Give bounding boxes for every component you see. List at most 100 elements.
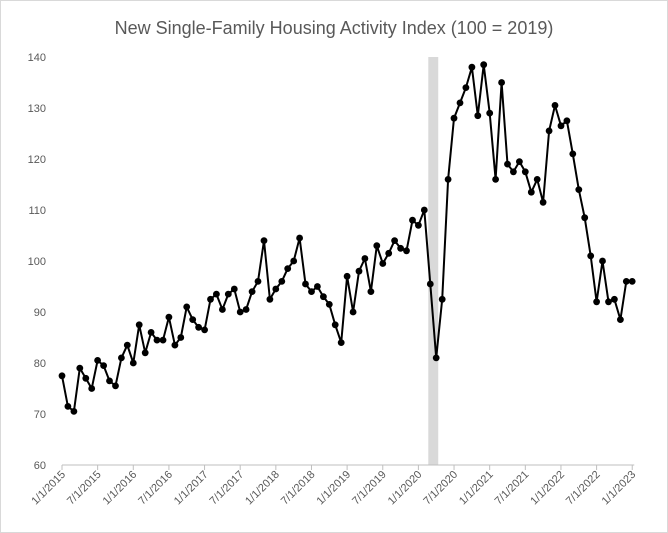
- data-point: [195, 323, 203, 331]
- data-point: [403, 247, 410, 255]
- data-point: [266, 295, 274, 303]
- data-point: [296, 234, 303, 242]
- data-point: [284, 265, 292, 272]
- x-tick-label: 1/1/2023: [600, 469, 639, 508]
- x-tick-label: 1/1/2019: [314, 469, 353, 508]
- x-tick-label: 7/1/2020: [421, 469, 460, 508]
- y-tick-label: 110: [28, 205, 46, 217]
- data-point: [533, 176, 541, 183]
- data-point: [551, 102, 559, 109]
- data-point: [290, 257, 298, 265]
- data-point: [314, 283, 321, 290]
- data-point: [224, 290, 232, 298]
- data-point: [486, 109, 494, 117]
- data-point: [456, 99, 464, 107]
- data-point: [563, 117, 571, 125]
- data-point: [409, 216, 416, 224]
- data-point: [605, 298, 612, 306]
- data-point: [177, 334, 185, 341]
- data-point: [308, 288, 315, 295]
- data-point: [622, 278, 630, 285]
- data-point: [254, 278, 262, 285]
- data-point: [242, 306, 250, 313]
- data-point: [320, 293, 327, 301]
- y-tick-label: 90: [34, 307, 46, 319]
- data-point: [611, 295, 618, 303]
- data-point: [147, 329, 155, 336]
- data-point: [474, 112, 482, 120]
- x-tick-label: 1/1/2021: [457, 469, 496, 508]
- data-point: [450, 114, 458, 122]
- data-point: [70, 408, 78, 415]
- x-tick-label: 7/1/2022: [564, 469, 603, 508]
- data-point: [94, 357, 101, 364]
- data-point: [492, 176, 499, 183]
- data-point: [438, 295, 446, 303]
- data-point: [272, 285, 280, 293]
- y-tick-label: 120: [28, 154, 46, 166]
- data-point: [385, 249, 393, 257]
- data-point: [361, 255, 369, 262]
- data-point: [628, 278, 636, 285]
- x-tick-label: 7/1/2018: [279, 469, 318, 508]
- chart-title: New Single-Family Housing Activity Index…: [114, 18, 554, 38]
- data-point: [587, 252, 595, 260]
- data-point: [112, 382, 119, 390]
- data-point: [575, 186, 583, 194]
- data-point: [189, 316, 197, 323]
- data-point: [426, 280, 434, 288]
- data-point: [219, 306, 226, 313]
- data-point: [498, 79, 505, 86]
- x-tick-label: 7/1/2015: [65, 469, 104, 508]
- data-point: [213, 290, 220, 298]
- data-point: [302, 280, 309, 288]
- data-point: [510, 168, 517, 176]
- data-point: [545, 127, 553, 135]
- data-point: [129, 359, 137, 367]
- data-point: [539, 198, 547, 206]
- data-point: [521, 168, 529, 176]
- x-tick-label: 1/1/2022: [528, 469, 567, 508]
- data-point: [480, 61, 488, 69]
- data-point: [397, 244, 404, 252]
- data-point: [118, 354, 125, 362]
- data-point: [171, 341, 179, 349]
- data-point: [236, 308, 244, 316]
- y-tick-label: 60: [34, 460, 46, 472]
- data-point: [432, 354, 440, 362]
- data-point: [444, 176, 452, 183]
- data-point: [100, 362, 107, 369]
- data-point: [135, 321, 143, 329]
- data-point: [123, 341, 131, 349]
- x-tick-label: 7/1/2016: [136, 469, 175, 508]
- data-point: [420, 206, 428, 214]
- data-point: [325, 301, 333, 308]
- data-point: [355, 267, 363, 275]
- data-point: [617, 316, 624, 323]
- data-point: [516, 158, 523, 166]
- x-tick-label: 1/1/2016: [101, 469, 140, 508]
- x-tick-label: 7/1/2017: [208, 469, 247, 508]
- data-point: [415, 221, 422, 229]
- data-point: [468, 63, 476, 71]
- shaded-period: [428, 57, 439, 465]
- data-point: [230, 285, 238, 293]
- data-point: [373, 242, 381, 250]
- data-point: [82, 374, 90, 382]
- y-tick-label: 100: [28, 256, 46, 268]
- x-tick-label: 1/1/2018: [243, 469, 282, 508]
- data-point: [581, 214, 589, 222]
- data-point: [278, 278, 286, 285]
- data-point: [593, 298, 600, 306]
- data-point: [349, 308, 357, 316]
- data-point: [76, 364, 84, 372]
- data-point: [260, 237, 268, 245]
- data-point: [88, 385, 96, 392]
- y-tick-label: 70: [34, 409, 46, 421]
- data-point: [599, 257, 606, 265]
- data-point: [569, 150, 577, 158]
- data-point: [201, 326, 209, 334]
- data-point: [183, 303, 191, 311]
